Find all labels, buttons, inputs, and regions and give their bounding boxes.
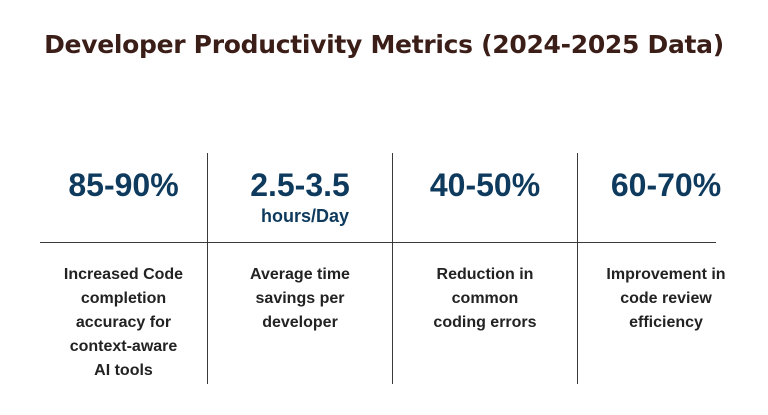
metric-value: 60-70% (610, 167, 722, 203)
column-divider (392, 153, 393, 384)
metric-description: Improvement in code review efficiency (606, 266, 726, 331)
horizontal-divider (40, 242, 716, 243)
metric-value: 40-50% (429, 167, 541, 203)
metric-column-code-review: 60-70% Improvement in code review effici… (578, 153, 754, 384)
column-divider (577, 153, 578, 384)
page-title: Developer Productivity Metrics (2024-202… (44, 30, 724, 59)
column-divider (207, 153, 208, 384)
metric-value: 85-90% (68, 167, 179, 203)
metric-value: 2.5-3.5 (250, 167, 350, 203)
metric-column-completion-accuracy: 85-90% Increased Code completion accurac… (40, 153, 207, 384)
metric-description: Reduction in common coding errors (433, 266, 537, 331)
metric-description: Average time savings per developer (250, 266, 350, 331)
metric-column-error-reduction: 40-50% Reduction in common coding errors (393, 153, 577, 384)
metric-column-time-savings: 2.5-3.5 hours/Day Average time savings p… (208, 153, 392, 384)
metrics-grid: 85-90% Increased Code completion accurac… (40, 153, 726, 384)
metric-unit: hours/Day (260, 206, 350, 226)
metric-description: Increased Code completion accuracy for c… (63, 266, 184, 379)
